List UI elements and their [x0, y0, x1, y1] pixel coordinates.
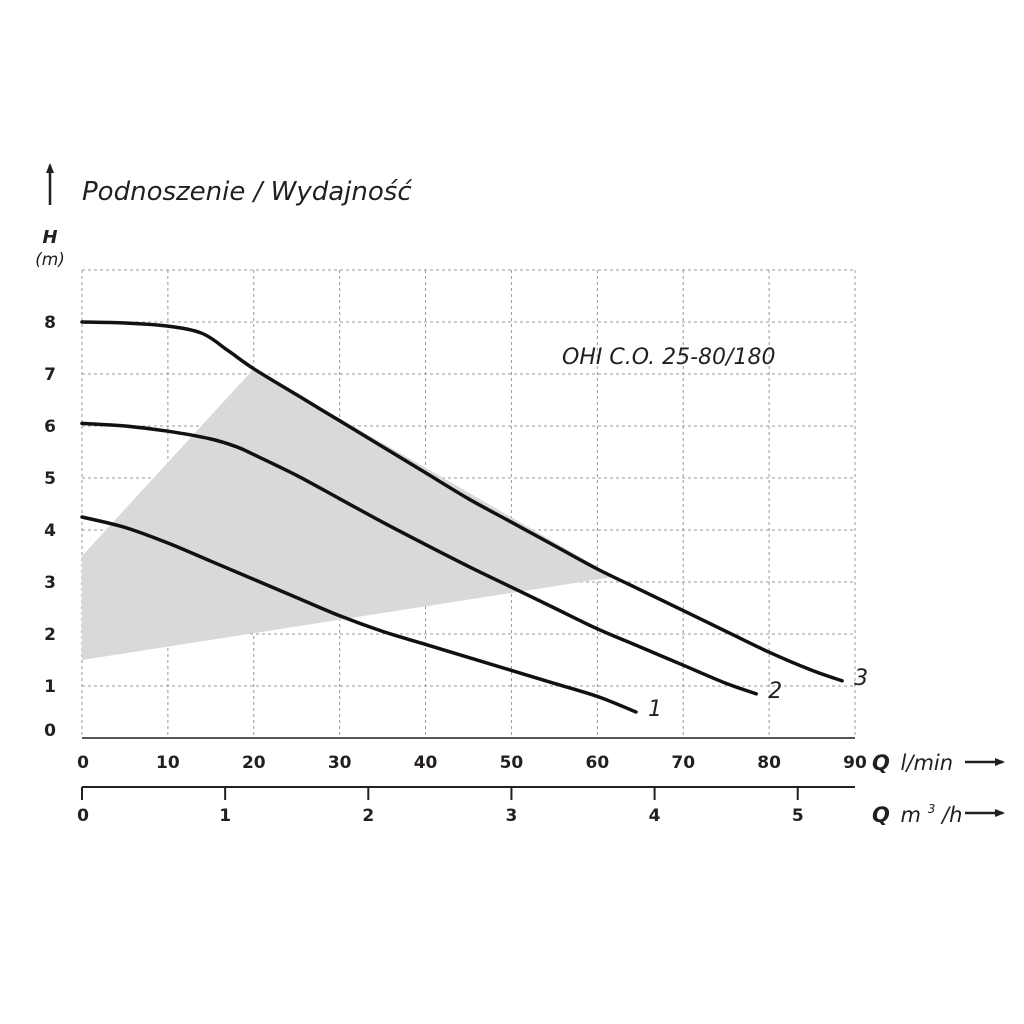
curve-labels: 1 2 3 — [648, 666, 868, 722]
curve-label-2: 2 — [768, 679, 782, 704]
y-axis-unit: (m) — [35, 250, 65, 270]
model-label: OHI C.O. 25-80/180 — [562, 345, 775, 370]
x-tick-label: 40 — [414, 753, 438, 773]
y-tick-label: 2 — [44, 625, 56, 645]
x-axis-secondary-symbol: Q — [872, 803, 890, 827]
x-axis-secondary-label: Q m 3 /h — [872, 794, 962, 827]
x-tick-label: 50 — [500, 753, 524, 773]
x-tick-label: 30 — [328, 753, 352, 773]
x-axis-primary-symbol: Q — [872, 751, 890, 775]
operating-range-shaded-area — [82, 368, 615, 660]
x-tick-label: 0 — [77, 753, 89, 773]
curve-1 — [80, 515, 638, 714]
x-tick-labels-primary: 0 10 20 30 40 50 60 70 80 90 — [77, 753, 867, 773]
chart-title: Podnoszenie / Wydajność — [82, 177, 413, 207]
y-tick-label: 4 — [44, 521, 56, 541]
x-axis-secondary-unit-suffix: /h — [940, 803, 962, 827]
y-tick-label: 7 — [44, 365, 56, 385]
x2-tick-label: 0 — [77, 806, 89, 826]
x-tick-label: 80 — [757, 753, 781, 773]
x-tick-label: 70 — [671, 753, 695, 773]
x2-tick-label: 1 — [219, 806, 231, 826]
curve-3 — [80, 320, 844, 683]
curve-label-3: 3 — [854, 666, 868, 691]
x2-tick-label: 4 — [649, 806, 661, 826]
curve-label-1: 1 — [648, 697, 662, 722]
x-tick-label: 20 — [242, 753, 266, 773]
y-tick-label: 5 — [44, 469, 56, 489]
y-tick-label: 0 — [44, 721, 56, 741]
y-tick-label: 3 — [44, 573, 56, 593]
x-tick-label: 60 — [585, 753, 609, 773]
x-tick-labels-secondary: 0 1 2 3 4 5 — [77, 787, 804, 826]
x2-tick-label: 2 — [362, 806, 374, 826]
x-tick-label: 90 — [843, 753, 867, 773]
x2-tick-label: 3 — [506, 806, 518, 826]
x2-tick-label: 5 — [792, 806, 804, 826]
x-tick-label: 10 — [156, 753, 180, 773]
x-axis-secondary-unit: m — [901, 803, 921, 827]
y-tick-label: 1 — [44, 677, 56, 697]
curve-2 — [80, 421, 758, 696]
x-axis-primary-label: Q l/min — [872, 751, 953, 775]
y-tick-labels: 0 1 2 3 4 5 6 7 8 — [44, 313, 56, 741]
x-axis-primary-unit: l/min — [901, 751, 954, 775]
pump-curves — [80, 320, 844, 714]
y-tick-label: 6 — [44, 417, 56, 437]
y-tick-label: 8 — [44, 313, 56, 333]
x-axis-secondary-superscript: 3 — [928, 802, 936, 816]
y-axis-symbol: H — [42, 227, 57, 248]
